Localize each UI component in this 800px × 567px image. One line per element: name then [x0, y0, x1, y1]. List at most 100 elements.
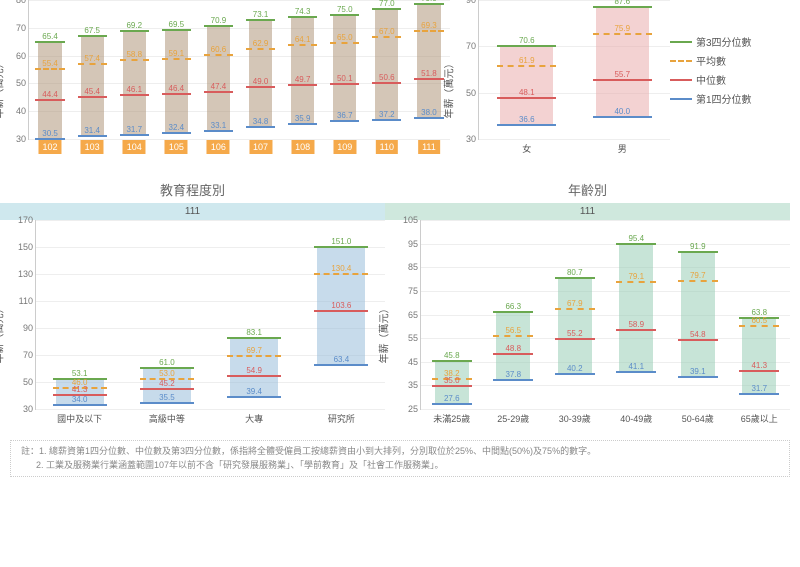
- bar: [249, 19, 272, 125]
- value-label: 45.4: [84, 87, 100, 96]
- value-label: 27.6: [444, 394, 460, 403]
- plot-area: 3050709070.661.948.136.6女87.675.955.740.…: [478, 0, 670, 140]
- value-label: 51.8: [421, 69, 437, 78]
- value-label: 35.5: [159, 393, 175, 402]
- value-label: 61.9: [519, 56, 535, 65]
- value-label: 54.9: [246, 366, 262, 375]
- value-label: 66.3: [505, 302, 521, 311]
- value-label: 70.9: [211, 16, 227, 25]
- bar: [596, 6, 649, 116]
- x-category: 40-49歲: [620, 409, 652, 425]
- value-label: 75.9: [614, 24, 630, 33]
- value-label: 77.0: [379, 0, 395, 8]
- bar: [165, 29, 188, 132]
- x-category: 106: [206, 139, 231, 152]
- value-label: 65.4: [42, 32, 58, 41]
- value-label: 83.1: [246, 328, 262, 337]
- value-label: 53.0: [159, 369, 175, 378]
- value-label: 31.7: [126, 125, 142, 134]
- y-axis-label: 年薪（萬元）: [0, 304, 6, 364]
- value-label: 46.1: [126, 85, 142, 94]
- value-label: 41.3: [751, 361, 767, 370]
- plot-area: 30405060708065.455.444.430.510267.557.44…: [28, 0, 450, 140]
- value-label: 33.1: [211, 121, 227, 130]
- bar: [123, 30, 146, 134]
- value-label: 32.4: [169, 123, 185, 132]
- value-label: 103.6: [331, 301, 351, 310]
- value-label: 64.1: [295, 35, 311, 44]
- bar: [558, 277, 592, 373]
- chart-by-education: 教育程度別 111 年薪（萬元） 3050709011013015017053.…: [0, 180, 385, 432]
- value-label: 79.7: [690, 271, 706, 280]
- x-category: 111: [417, 139, 441, 152]
- value-label: 41.1: [628, 362, 644, 371]
- bar: [333, 14, 356, 120]
- x-category: 50-64歲: [682, 409, 714, 425]
- value-label: 59.1: [169, 49, 185, 58]
- value-label: 69.3: [421, 21, 437, 30]
- value-label: 45.8: [444, 351, 460, 360]
- value-label: 130.4: [331, 264, 351, 273]
- chart-subheader: 111: [385, 203, 790, 220]
- bar: [375, 8, 398, 119]
- footnote: 註：1. 總薪資第1四分位數、中位數及第3四分位數，係指將全體受僱員工按總薪資由…: [10, 440, 790, 477]
- value-label: 48.1: [519, 88, 535, 97]
- value-label: 34.8: [253, 117, 269, 126]
- value-label: 37.8: [505, 370, 521, 379]
- x-category: 65歲以上: [741, 409, 778, 425]
- value-label: 75.0: [337, 5, 353, 14]
- bar: [681, 251, 715, 376]
- value-label: 62.9: [253, 39, 269, 48]
- value-label: 70.6: [519, 36, 535, 45]
- value-label: 50.1: [337, 74, 353, 83]
- value-label: 35.9: [295, 114, 311, 123]
- value-label: 79.0: [421, 0, 437, 3]
- bar: [742, 317, 776, 393]
- x-category: 104: [122, 139, 147, 152]
- x-category: 110: [375, 139, 399, 152]
- legend: 第3四分位數 平均數 中位數 第1四分位數: [670, 0, 790, 162]
- value-label: 40.0: [614, 107, 630, 116]
- bar: [619, 243, 653, 371]
- value-label: 60.6: [211, 45, 227, 54]
- value-label: 61.0: [159, 358, 175, 367]
- value-label: 49.0: [253, 77, 269, 86]
- x-category: 大專: [245, 409, 263, 425]
- value-label: 34.0: [72, 395, 88, 404]
- value-label: 63.4: [334, 355, 350, 364]
- value-label: 67.0: [379, 27, 395, 36]
- y-axis-label: 年薪（萬元）: [0, 59, 6, 119]
- y-axis-label: 年薪（萬元）: [376, 304, 391, 364]
- x-category: 107: [248, 139, 273, 152]
- legend-median: 中位數: [696, 72, 726, 87]
- bar: [207, 25, 230, 130]
- bar: [291, 16, 314, 123]
- value-label: 36.7: [337, 111, 353, 120]
- value-label: 40.2: [567, 364, 583, 373]
- chart-title: 年齡別: [385, 180, 790, 199]
- chart-subheader: 111: [0, 203, 385, 220]
- value-label: 91.9: [690, 242, 706, 251]
- value-label: 67.9: [567, 299, 583, 308]
- legend-mean: 平均數: [696, 53, 726, 68]
- value-label: 55.4: [42, 59, 58, 68]
- value-label: 95.4: [628, 234, 644, 243]
- value-label: 39.4: [246, 387, 262, 396]
- value-label: 31.7: [751, 384, 767, 393]
- value-label: 44.4: [42, 90, 58, 99]
- value-label: 50.6: [379, 73, 395, 82]
- value-label: 67.5: [84, 26, 100, 35]
- value-label: 60.5: [751, 316, 767, 325]
- value-label: 79.1: [628, 272, 644, 281]
- x-category: 30-39歲: [559, 409, 591, 425]
- value-label: 31.4: [84, 126, 100, 135]
- value-label: 54.8: [690, 330, 706, 339]
- y-axis-label: 年薪（萬元）: [441, 59, 456, 119]
- value-label: 46.4: [169, 84, 185, 93]
- x-category: 103: [80, 139, 105, 152]
- value-label: 80.7: [567, 268, 583, 277]
- value-label: 74.3: [295, 7, 311, 16]
- value-label: 55.2: [567, 329, 583, 338]
- x-category: 109: [332, 139, 357, 152]
- legend-q1: 第1四分位數: [696, 91, 752, 106]
